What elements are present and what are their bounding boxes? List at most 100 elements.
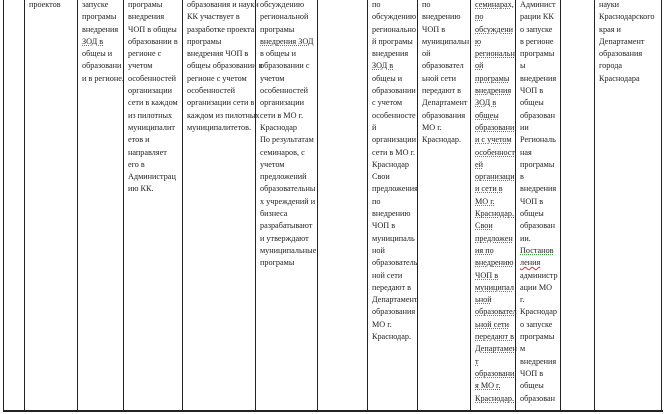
cell-text-line: Департамент <box>372 295 418 305</box>
cell-text-line: о запуске <box>520 319 553 329</box>
cell-text-line: ной <box>372 245 385 255</box>
cell-text-line: муниципалит <box>128 122 175 132</box>
cell-text-line: предложен <box>475 233 513 243</box>
cell-text-line: ой <box>475 61 484 71</box>
cell-text-line: ю <box>475 36 482 46</box>
cell-text-line: програмы <box>128 0 163 9</box>
cell-text-line: внедрения <box>520 356 557 366</box>
cell-text-line: ия по <box>475 245 494 255</box>
cell-text-line: Краснодар <box>372 159 409 169</box>
cell-text-line: особенностей <box>187 86 236 96</box>
cell-text-line: внедрения <box>128 12 165 22</box>
cell-text-line: ЗОД в <box>82 36 104 46</box>
cell-text-line: внедрению <box>475 258 514 268</box>
cell-text-line: семинарах, <box>475 0 514 9</box>
cell-text-line: Свои <box>372 172 390 182</box>
cell-text-line: учетом <box>260 159 285 169</box>
cell-text-line: Краснодар <box>520 307 557 317</box>
cell-text-line: МО г. <box>372 319 392 329</box>
cell-text-line: ной сети <box>372 270 403 280</box>
cell-text-line: региональной <box>260 12 309 22</box>
table-cell <box>317 0 367 411</box>
cell-text-line: Свои <box>475 221 493 231</box>
cell-text-line: учетом <box>260 73 285 83</box>
cell-text-line: организации <box>128 86 172 96</box>
cell-text-line: ления <box>520 258 541 268</box>
cell-text-line: регионе с <box>128 49 162 59</box>
cell-text-line: особенност <box>475 147 515 157</box>
cell-text-line: Краснодар. <box>475 209 515 219</box>
cell-text-line: общеы и <box>372 73 403 83</box>
cell-text-line: програмы <box>187 36 222 46</box>
table-cell: семинарах, по обсуждени ю региональн ой програ… <box>470 0 517 411</box>
cell-text-line: ная <box>520 147 532 157</box>
cell-text-line: програмы <box>520 49 555 59</box>
cell-text-line: ЧОП в <box>422 24 446 34</box>
cell-text-line: По результатам <box>260 135 314 145</box>
cell-text-line: ой <box>422 49 431 59</box>
table-cell: проектов <box>24 0 77 411</box>
cell-text-line: общеы <box>520 381 544 391</box>
cell-text-line: города <box>599 61 622 71</box>
cell-text-line: й <box>372 122 377 132</box>
cell-text-line: региональн <box>475 49 515 59</box>
cell-text-line: обсуждению <box>260 0 305 9</box>
cell-text-line: ЧОП в <box>520 86 544 96</box>
cell-text-line: Краснодара <box>599 73 640 83</box>
cell-text-line: образования и науки <box>187 0 259 9</box>
cell-text-line: внедрения <box>520 73 557 83</box>
cell-text-line: ьной сети <box>475 319 509 329</box>
table-cell <box>560 0 594 411</box>
cell-text-line: о запуске <box>520 24 553 34</box>
cell-text-line: бизнеса <box>260 209 288 219</box>
cell-text-line: запуске <box>82 0 109 9</box>
cell-text-line: Краснодар. <box>475 393 515 403</box>
cell-text-line: с учетом <box>372 98 403 108</box>
cell-text-line: в общеы и <box>260 49 297 59</box>
cell-text-line: образовании с <box>260 61 310 71</box>
cell-text-line: ы <box>520 61 526 71</box>
cell-text-line: ЧОП в общеы <box>128 24 177 34</box>
cell-text-line: ЧОП в <box>372 221 396 231</box>
cell-text-line: муниципалитетов. <box>187 122 252 132</box>
cell-text-line: Региональ <box>520 135 556 145</box>
cell-text-line: внедрения ЗОД <box>260 36 314 46</box>
cell-text-line: организации сети в <box>187 98 255 108</box>
cell-text-line: м <box>520 344 526 354</box>
cell-text-line: КК участвует в <box>187 12 240 22</box>
cell-text-line: его в <box>128 159 145 169</box>
cell-text-line: образования <box>422 110 466 120</box>
cell-text-line: ации МО <box>520 282 553 292</box>
cell-text-line: внедрения ЧОП в <box>187 49 249 59</box>
cell-text-line: ЗОД в <box>475 98 497 108</box>
cell-text-line: образовател <box>422 61 464 71</box>
cell-text-line: образовательны <box>260 184 316 194</box>
cell-text-line: предложений <box>260 172 307 182</box>
cell-text-line: сети в МО г. <box>372 147 416 157</box>
cell-text-line: ЧОП в <box>520 196 544 206</box>
cell-text-line: из пилотных <box>128 110 173 120</box>
cell-text-line: ьной сети <box>422 73 456 83</box>
cell-text-line: обсуждению <box>372 12 417 22</box>
table-cell: обсуждению региональной програмы внедрения … <box>255 0 317 411</box>
cell-text-line: образовател <box>475 307 517 317</box>
table-cell: запуске програмы внедрения ЗОД в общеы и обра… <box>77 0 124 411</box>
cell-text-line: внедрению <box>372 209 411 219</box>
table-border <box>3 410 663 412</box>
cell-text-line: организации <box>260 98 304 108</box>
cell-text-line: Админист <box>520 0 556 9</box>
cell-text-line: сети в каждом <box>128 98 178 108</box>
cell-text-line: образовани <box>82 61 122 71</box>
cell-text-line: ьной <box>475 295 492 305</box>
cell-text-line: програмы <box>260 258 295 268</box>
cell-text-line: програмы <box>82 12 117 22</box>
cell-text-line: администр <box>520 270 558 280</box>
table-cell <box>3 0 24 411</box>
cell-text-line: сети в МО г. <box>260 110 304 120</box>
cell-text-line: Краснодар. <box>372 332 412 342</box>
cell-text-line: предложения <box>372 184 418 194</box>
cell-text-line: общеы <box>520 98 544 108</box>
cell-text-line: муниципальные <box>260 245 317 255</box>
cell-text-line: учетом <box>128 61 153 71</box>
